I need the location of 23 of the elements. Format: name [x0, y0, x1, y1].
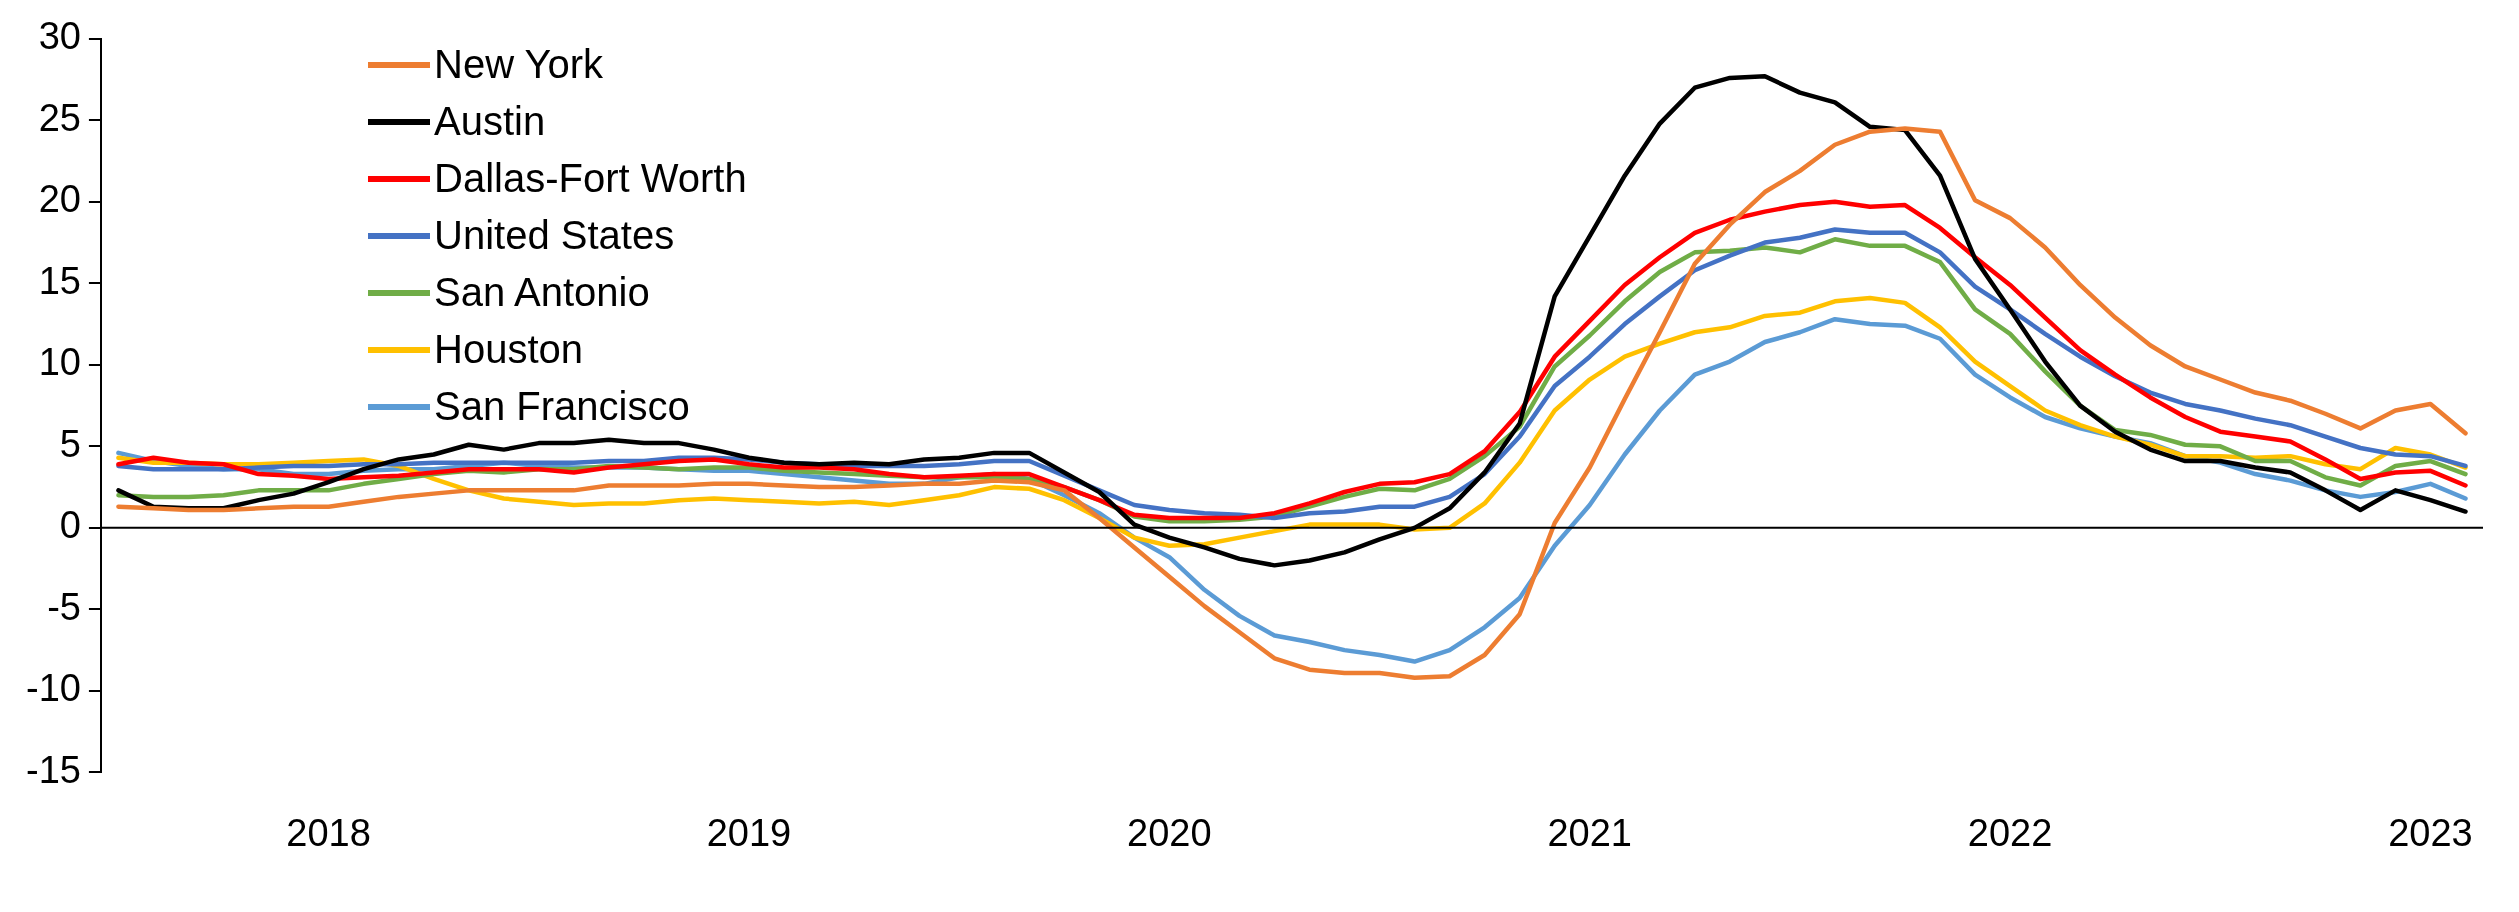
- y-tick-label: 25: [38, 96, 81, 139]
- y-tick-label: 10: [38, 341, 81, 384]
- legend-label: United States: [434, 213, 675, 258]
- y-tick-label: -5: [47, 585, 81, 628]
- y-tick-label: -10: [26, 667, 81, 710]
- legend-label: Austin: [434, 99, 546, 144]
- legend-label: San Francisco: [434, 384, 690, 429]
- x-tick-label: 2018: [286, 811, 371, 854]
- legend-label: San Antonio: [434, 270, 650, 315]
- y-tick-label: 20: [38, 178, 81, 221]
- x-tick-label: 2021: [1547, 811, 1632, 854]
- x-tick-label: 2019: [706, 811, 792, 854]
- x-tick-label: 2023: [2388, 811, 2473, 854]
- legend-label: Dallas-Fort Worth: [434, 156, 747, 201]
- y-tick-label: 0: [59, 504, 81, 547]
- y-tick-label: 30: [38, 15, 81, 58]
- legend-label: New York: [434, 42, 603, 87]
- y-tick-label: 5: [59, 422, 81, 465]
- y-tick-label: 15: [38, 259, 81, 302]
- x-tick-label: 2022: [1967, 811, 2053, 854]
- y-tick-label: -15: [26, 748, 81, 791]
- legend-label: Houston: [434, 327, 583, 372]
- x-tick-label: 2020: [1127, 811, 1212, 854]
